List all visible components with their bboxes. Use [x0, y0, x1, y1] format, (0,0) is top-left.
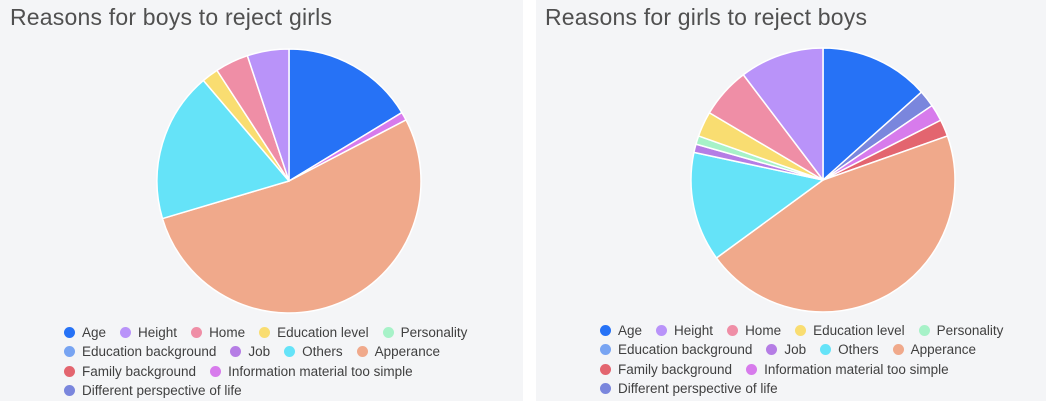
legend-dot-icon	[191, 326, 203, 338]
legend-dot-icon	[120, 326, 132, 338]
legend-dot-icon	[600, 324, 611, 336]
legend-item-personality[interactable]: Personality	[382, 324, 468, 340]
pie-slice-others[interactable]	[156, 79, 290, 220]
legend-dot-icon	[259, 326, 271, 338]
legend-label: Height	[138, 324, 178, 340]
legend-label: Education background	[618, 342, 753, 357]
legend-label: Education level	[813, 322, 905, 338]
legend-item-apperance[interactable]: Apperance	[356, 344, 440, 359]
legend-label: Information material too simple	[764, 361, 949, 377]
legend-label: Home	[209, 324, 246, 340]
pie-slice-apperance[interactable]	[715, 135, 956, 313]
legend-dot-icon	[656, 324, 668, 336]
chart-panel-girls: Reasons for girls to reject boys Age Heig…	[536, 0, 1046, 401]
legend-dot-icon	[64, 365, 75, 377]
legend-row: Age Height Home Education level Personality	[600, 321, 1017, 339]
legend-item-others[interactable]: Others	[820, 342, 879, 357]
legend-item-age[interactable]: Age	[600, 323, 642, 338]
legend-row: Different perspective of life	[600, 380, 792, 398]
legend-item-education-background[interactable]: Education background	[64, 344, 216, 359]
legend-label: Age	[82, 324, 107, 340]
legend-item-home[interactable]: Home	[191, 325, 245, 340]
legend-row: Education background Job Others Apperance	[64, 343, 454, 361]
legend-item-information-material-too-simple[interactable]: Information material too simple	[210, 364, 413, 379]
legend-item-information-material-too-simple[interactable]: Information material too simple	[746, 362, 949, 377]
legend-dot-icon	[892, 344, 904, 355]
legend-row: Family background Information material to…	[600, 360, 963, 378]
legend-label: Personality	[400, 324, 468, 340]
legend-row: Family background Information material to…	[64, 362, 427, 380]
legend-label: Home	[745, 322, 782, 338]
legend-item-age[interactable]: Age	[64, 325, 106, 340]
legend-item-education-level[interactable]: Education level	[795, 323, 905, 338]
legend-dot-icon	[820, 344, 832, 355]
legend-dot-icon	[766, 344, 778, 355]
legend-dot-icon	[918, 324, 930, 336]
legend-item-education-level[interactable]: Education level	[259, 325, 369, 340]
legend-item-height[interactable]: Height	[120, 325, 177, 340]
legend-dot-icon	[64, 385, 75, 396]
legend-label: Age	[618, 322, 643, 338]
legend-item-height[interactable]: Height	[656, 323, 713, 338]
legend-label: Apperance	[910, 342, 976, 357]
legend-label: Education level	[277, 324, 369, 340]
pie-slice-others[interactable]	[690, 151, 824, 259]
legend-label: Apperance	[374, 344, 440, 359]
legend-boys: Age Height Home Education level Personality E…	[64, 323, 519, 401]
legend-item-family-background[interactable]: Family background	[600, 362, 732, 377]
legend-item-job[interactable]: Job	[766, 342, 806, 357]
pie-slice-height[interactable]	[246, 48, 290, 182]
legend-label: Height	[674, 322, 714, 338]
legend-dot-icon	[64, 326, 75, 338]
legend-dot-icon	[600, 383, 611, 394]
legend-label: Others	[302, 344, 343, 359]
legend-label: Family background	[82, 363, 197, 379]
legend-dot-icon	[600, 344, 611, 355]
legend-row: Different perspective of life	[64, 382, 256, 400]
legend-label: Personality	[936, 322, 1004, 338]
legend-label: Education background	[82, 344, 217, 359]
chart-title: Reasons for boys to reject girls	[10, 4, 333, 30]
pie-chart-boys	[156, 48, 422, 314]
legend-dot-icon	[356, 346, 368, 357]
legend-label: Different perspective of life	[618, 381, 778, 396]
pie-slice-apperance[interactable]	[161, 119, 422, 314]
pie-slice-age[interactable]	[288, 48, 403, 182]
chart-panel-boys: Reasons for boys to reject girls Age Heig…	[0, 0, 523, 401]
legend-item-education-background[interactable]: Education background	[600, 342, 752, 357]
pie-slice-age[interactable]	[822, 47, 923, 181]
legend-dot-icon	[382, 326, 394, 338]
legend-row: Age Height Home Education level Personality	[64, 323, 481, 341]
legend-item-family-background[interactable]: Family background	[64, 364, 196, 379]
legend-item-different-perspective-of-life[interactable]: Different perspective of life	[64, 383, 242, 398]
legend-row: Education background Job Others Apperance	[600, 341, 990, 359]
legend-dot-icon	[64, 346, 75, 357]
legend-item-different-perspective-of-life[interactable]: Different perspective of life	[600, 381, 778, 396]
legend-label: Information material too simple	[228, 363, 413, 379]
legend-dot-icon	[795, 324, 807, 336]
legend-item-job[interactable]: Job	[230, 344, 270, 359]
legend-label: Others	[838, 342, 879, 357]
legend-item-personality[interactable]: Personality	[918, 322, 1004, 338]
legend-dot-icon	[746, 363, 758, 375]
legend-label: Different perspective of life	[82, 383, 242, 398]
legend-label: Family background	[618, 361, 733, 377]
legend-dot-icon	[284, 346, 296, 357]
legend-dot-icon	[210, 365, 222, 377]
legend-dot-icon	[230, 346, 242, 357]
chart-title: Reasons for girls to reject boys	[545, 4, 868, 30]
legend-item-others[interactable]: Others	[284, 344, 343, 359]
legend-label: Job	[784, 342, 807, 357]
legend-dot-icon	[727, 324, 739, 336]
pie-chart-girls	[690, 47, 956, 313]
legend-girls: Age Height Home Education level Personality E…	[600, 321, 1045, 401]
legend-label: Job	[248, 344, 271, 359]
pie-slice-height[interactable]	[742, 47, 824, 181]
legend-dot-icon	[600, 363, 611, 375]
legend-item-apperance[interactable]: Apperance	[892, 342, 976, 357]
legend-item-home[interactable]: Home	[727, 323, 781, 338]
